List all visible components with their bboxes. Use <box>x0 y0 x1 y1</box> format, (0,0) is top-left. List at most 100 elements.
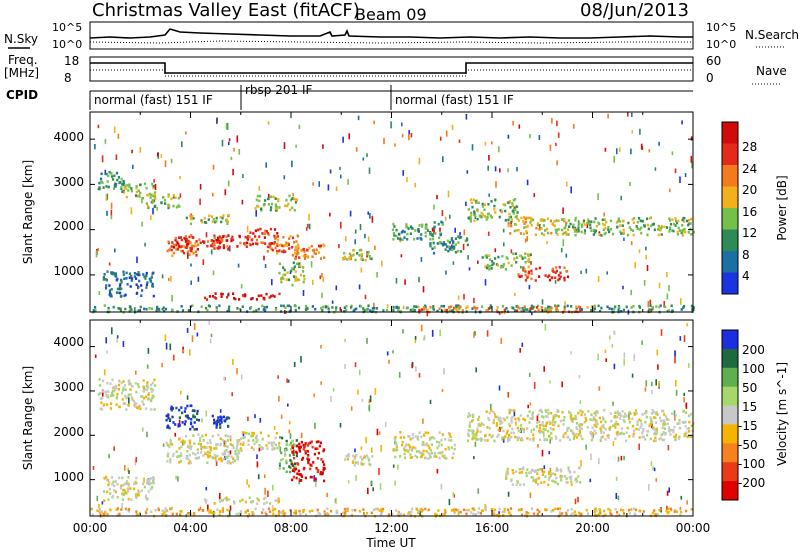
power-noise-cell <box>225 123 228 130</box>
velocity-region-1-cell <box>199 436 202 440</box>
velocity-noise-cell <box>137 489 140 494</box>
velocity-region-10-cell <box>674 438 677 442</box>
velocity-region-11-cell <box>511 469 514 472</box>
velocity-region-11-cell <box>510 479 513 482</box>
velocity-region-13-cell <box>127 482 130 486</box>
power-cbar-tick-4: 4 <box>742 269 750 283</box>
power-region-7-cell <box>294 245 297 249</box>
velocity-region-10-cell <box>684 434 687 437</box>
velocity-region-0-cell <box>130 385 134 388</box>
power-region-19-cell <box>563 266 566 269</box>
power-noise-cell <box>164 160 167 168</box>
power-region-4-cell <box>174 236 177 240</box>
velocity-region-1-cell <box>207 455 210 459</box>
velocity-region-9-cell <box>404 456 407 460</box>
power-region-17-cell <box>517 229 520 232</box>
power-region-1-cell <box>145 186 148 190</box>
power-region-18-cell <box>622 228 625 232</box>
velocity-region-12-cell <box>618 513 621 517</box>
velocity-region-10-cell <box>574 417 577 421</box>
velocity-region-8-cell <box>369 463 372 467</box>
velocity-region-2-cell <box>244 431 247 435</box>
velocity-region-12-cell <box>317 512 320 515</box>
power-noise-cell <box>418 276 420 283</box>
velocity-noise-cell <box>205 410 208 417</box>
power-region-15-cell <box>447 245 450 249</box>
velocity-region-9-cell <box>437 444 440 448</box>
power-noise-cell <box>604 147 607 152</box>
velocity-region-10-cell <box>652 427 655 431</box>
power-region-17-cell <box>544 229 547 232</box>
power-region-16-cell <box>478 214 481 218</box>
velocity-region-0-cell <box>113 386 116 389</box>
velocity-region-12-cell <box>164 510 167 513</box>
power-region-14-cell <box>424 234 427 238</box>
power-region-21-cell <box>610 307 613 311</box>
velocity-region-8-cell <box>354 455 357 459</box>
velocity-region-11-cell <box>575 480 578 483</box>
power-region-23-cell <box>114 272 117 275</box>
velocity-region-12-cell <box>417 510 420 513</box>
power-region-6-cell <box>276 232 279 235</box>
velocity-region-2-cell <box>259 431 262 435</box>
power-region-19-cell <box>546 275 549 279</box>
power-region-11-cell <box>200 219 203 222</box>
velocity-region-0-cell <box>151 381 154 385</box>
velocity-region-8-cell <box>365 454 369 457</box>
power-noise-cell <box>463 229 466 236</box>
velocity-cbar-ticks: 200 100 50 15 -15 -50 -100 -200 <box>738 343 765 490</box>
power-region-15-cell <box>441 242 444 246</box>
velocity-region-10-cell <box>650 420 653 423</box>
velocity-region-12-cell <box>370 511 373 515</box>
power-region-16-cell <box>489 214 492 218</box>
power-noise-cell <box>255 210 257 217</box>
power-region-21-cell <box>544 307 547 310</box>
velocity-region-9-cell <box>414 435 417 438</box>
velocity-region-12-cell <box>444 508 447 512</box>
power-region-23-cell <box>122 270 125 274</box>
power-noise-cell <box>212 270 215 276</box>
velocity-region-0-cell <box>127 394 130 398</box>
power-region-8-cell <box>319 244 322 248</box>
velocity-region-10-cell <box>649 423 652 426</box>
velocity-region-1-cell <box>209 441 212 445</box>
velocity-region-6-cell <box>309 441 312 445</box>
power-noise-cell <box>258 186 261 191</box>
velocity-noise-cell <box>422 418 424 424</box>
velocity-region-0-cell <box>127 382 131 386</box>
power-region-14-cell <box>406 232 409 236</box>
power-region-18-cell <box>630 228 633 231</box>
velocity-region-10-cell <box>581 437 584 441</box>
velocity-region-10-cell <box>547 408 550 412</box>
velocity-region-13-cell <box>149 477 152 480</box>
velocity-noise-cell <box>247 416 249 422</box>
power-region-18-cell <box>567 233 570 236</box>
power-region-21-cell <box>456 305 459 309</box>
power-noise-cell <box>491 141 493 145</box>
velocity-region-12-cell <box>420 507 423 511</box>
power-region-21-cell <box>690 304 693 308</box>
velocity-region-6-cell <box>323 463 326 466</box>
power-colorbar-swatch <box>722 143 738 166</box>
velocity-region-1-cell <box>196 448 199 451</box>
velocity-region-1-cell <box>183 440 186 443</box>
power-noise-cell <box>671 151 674 156</box>
power-region-21-cell <box>171 308 174 312</box>
velocity-region-1-cell <box>196 451 200 455</box>
velocity-noise-cell <box>494 413 496 417</box>
velocity-colorbar-swatch <box>722 405 738 425</box>
velocity-region-11-cell <box>570 477 573 481</box>
velocity-region-12-cell <box>593 508 596 511</box>
velocity-region-3-cell <box>196 409 199 413</box>
power-region-18-cell <box>572 223 575 227</box>
velocity-noise-cell <box>288 429 291 434</box>
velocity-region-10-cell <box>559 439 562 442</box>
velocity-region-10-cell <box>469 414 472 417</box>
velocity-region-2-cell <box>278 441 281 445</box>
power-region-11-cell <box>220 220 223 224</box>
velocity-region-12-cell <box>318 512 322 516</box>
velocity-region-12-cell <box>150 510 153 513</box>
power-region-19-cell <box>538 266 541 270</box>
velocity-region-0-cell <box>111 394 115 397</box>
velocity-noise-cell <box>598 458 600 465</box>
